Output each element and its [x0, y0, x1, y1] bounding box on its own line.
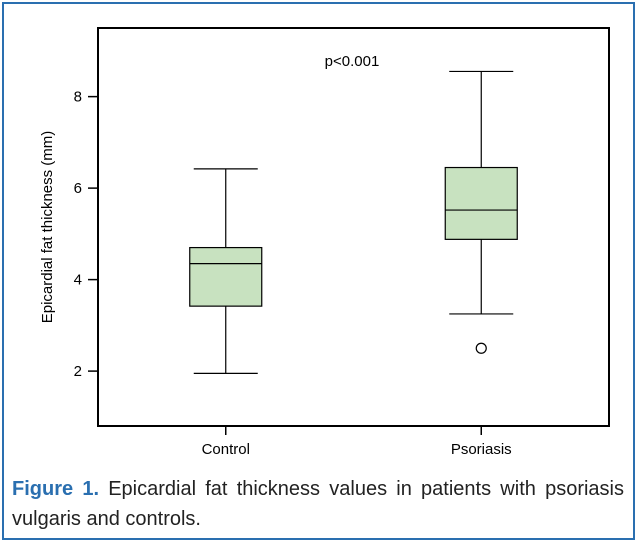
x-tick-label: Psoriasis [451, 441, 512, 458]
x-tick-label: Control [202, 441, 250, 458]
y-tick-label: 8 [74, 89, 82, 106]
iqr-box [189, 246, 263, 307]
y-axis-label: Epicardial fat thickness (mm) [39, 131, 56, 324]
box-control [189, 168, 263, 374]
y-axis: 2 4 6 8 [74, 89, 98, 380]
plot-area [97, 27, 610, 427]
caption-label: Figure 1. [12, 478, 99, 500]
boxes [189, 70, 518, 374]
caption-text: Epicardial fat thickness values in patie… [12, 478, 624, 530]
y-tick-label: 4 [74, 272, 82, 289]
y-tick-label: 2 [74, 363, 82, 380]
y-tick-label: 6 [74, 180, 82, 197]
figure-caption: Figure 1. Epicardial fat thickness value… [12, 474, 624, 534]
p-value-annotation: p<0.001 [325, 53, 380, 70]
outlier-point [475, 342, 487, 354]
x-axis: Control Psoriasis [202, 426, 512, 458]
box-psoriasis [444, 70, 518, 354]
figure-frame [2, 2, 635, 540]
iqr-box [444, 166, 518, 240]
boxplot-chart: 2 4 6 8 Control Psoriasis Epicardial fat thi… [39, 27, 610, 458]
